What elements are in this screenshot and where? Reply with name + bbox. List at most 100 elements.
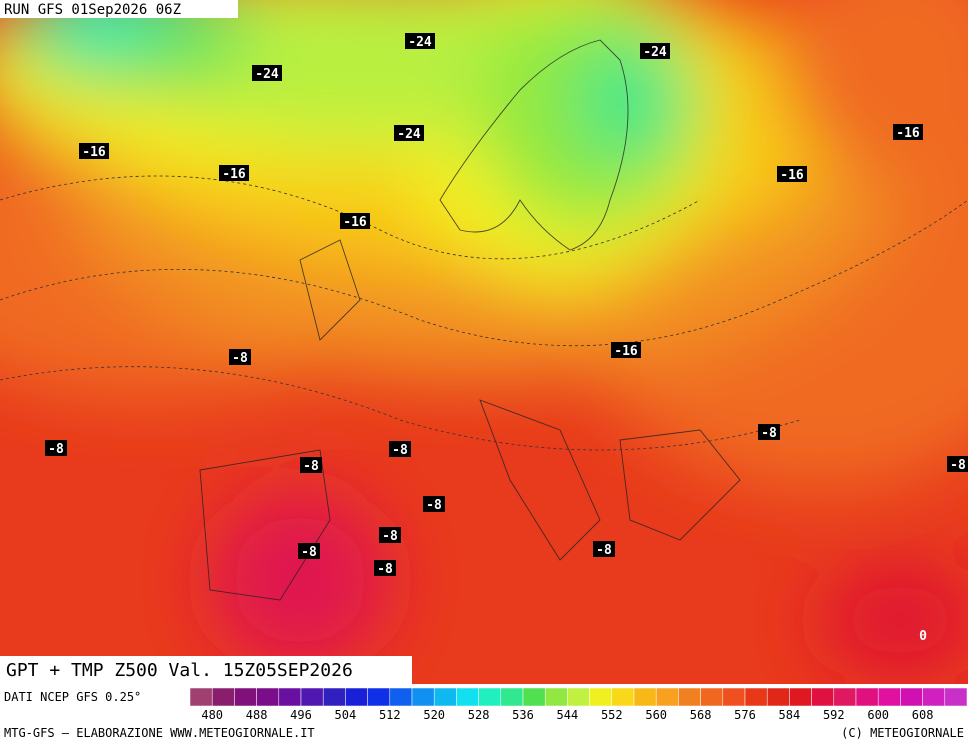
colorbar-swatch [855, 687, 879, 707]
colorbar-swatch [766, 687, 790, 707]
contour-label-box [423, 496, 445, 512]
contour-label: -24 [408, 35, 432, 50]
colorbar-swatch [589, 687, 613, 707]
contour-label: -16 [896, 126, 920, 141]
source-label: DATI NCEP GFS 0.25° [4, 690, 141, 704]
credits-right: (C) METEOGIORNALE [841, 726, 964, 740]
colorbar-swatch [544, 687, 568, 707]
contour-label: -8 [392, 443, 408, 458]
contour-label-box [252, 65, 282, 81]
colorbar-swatch [433, 687, 457, 707]
map-title: GPT + TMP Z500 Val. 15Z05SEP2026 [6, 660, 353, 681]
colorbar-swatch [678, 687, 701, 707]
map-title-box [0, 656, 412, 684]
colorbar-swatch [389, 687, 413, 707]
contour-label-box [379, 527, 401, 543]
colorbar-swatch [300, 687, 324, 707]
credits-left: MTG-GFS — ELABORAZIONE WWW.METEOGIORNALE… [4, 726, 315, 740]
colorbar-label: 600 [867, 708, 889, 722]
contour-label: -8 [377, 562, 393, 577]
colorbar-label: 608 [912, 708, 934, 722]
contour-label-box [405, 33, 435, 49]
contour-label: -8 [761, 426, 777, 441]
colorbar-swatch [278, 687, 302, 707]
colorbar-label: 488 [246, 708, 268, 722]
contour-label-box [611, 342, 641, 358]
contour-labels: -24 -24 -24 -24 -16 -16 -16 -16 -16 -16 -8 -8 -8 -8 -8… [45, 33, 968, 644]
colorbar-swatch [789, 687, 812, 707]
contour-label: -8 [382, 529, 398, 544]
contour-label: -8 [950, 458, 966, 473]
colorbar-label: 536 [512, 708, 534, 722]
contour-label: -8 [48, 442, 64, 457]
colorbar-swatch [411, 687, 435, 707]
contour-label: -8 [596, 543, 612, 558]
colorbar-label: 496 [290, 708, 312, 722]
contour-label-box [374, 560, 396, 576]
contour-label-box [300, 457, 322, 473]
header-box [0, 0, 238, 18]
colorbar-swatch [367, 687, 391, 707]
contour-label: -8 [426, 498, 442, 513]
contour-label: -16 [222, 167, 246, 182]
contour-label-box [777, 166, 807, 182]
colorbar-swatch [456, 687, 479, 707]
colorbar-swatch [900, 687, 923, 707]
contour-label: -24 [397, 127, 421, 142]
contour-label: -16 [780, 168, 804, 183]
contour-label-box [394, 125, 424, 141]
contour-label: 0 [919, 629, 927, 644]
contour-label-box [340, 213, 370, 229]
colorbar-label: 480 [201, 708, 223, 722]
contour-label: -16 [343, 215, 367, 230]
colorbar-swatch [522, 687, 546, 707]
contour-label: -24 [255, 67, 279, 82]
contour-label-box [389, 441, 411, 457]
colorbar-label: 560 [645, 708, 667, 722]
colorbar-swatch [478, 687, 502, 707]
contour-label: -24 [643, 45, 667, 60]
colorbar-swatch [944, 687, 968, 707]
contour-label: -8 [301, 545, 317, 560]
colorbar-swatch [256, 687, 280, 707]
contour-label-box [947, 456, 968, 472]
colorbar-swatch [811, 687, 835, 707]
colorbar-swatch [722, 687, 746, 707]
colorbar-swatch [611, 687, 635, 707]
contour-label: -8 [232, 351, 248, 366]
colorbar-swatch [234, 687, 257, 707]
map-field [0, 0, 968, 684]
colorbar-swatch [500, 687, 524, 707]
colorbar: 480 488 496 504 512 520 528 536 544 552 560 568 576 5… [189, 687, 968, 722]
colorbar-swatch [189, 687, 213, 707]
colorbar-swatch [345, 687, 368, 707]
colorbar-swatch [922, 687, 946, 707]
colorbar-label: 512 [379, 708, 401, 722]
colorbar-swatch [655, 687, 679, 707]
colorbar-label: 576 [734, 708, 756, 722]
colorbar-swatch [700, 687, 724, 707]
contour-label-box [758, 424, 780, 440]
colorbar-swatch [833, 687, 857, 707]
colorbar-label: 544 [557, 708, 579, 722]
contour-label-box [229, 349, 251, 365]
colorbar-label: 568 [690, 708, 712, 722]
contour-label-box [219, 165, 249, 181]
colorbar-swatch [322, 687, 346, 707]
colorbar-swatch [877, 687, 901, 707]
run-title: RUN GFS 01Sep2026 06Z [4, 2, 181, 18]
colorbar-label: 504 [335, 708, 357, 722]
colorbar-swatch [567, 687, 590, 707]
colorbar-swatch [633, 687, 657, 707]
colorbar-label: 528 [468, 708, 490, 722]
colorbar-swatch [211, 687, 235, 707]
contour-label-box [298, 543, 320, 559]
contour-label: -16 [614, 344, 638, 359]
contour-label-box [45, 440, 67, 456]
contour-label: -16 [82, 145, 106, 160]
contour-label: -8 [303, 459, 319, 474]
contour-label-box [593, 541, 615, 557]
contour-label-box [893, 124, 923, 140]
colorbar-swatch [744, 687, 768, 707]
